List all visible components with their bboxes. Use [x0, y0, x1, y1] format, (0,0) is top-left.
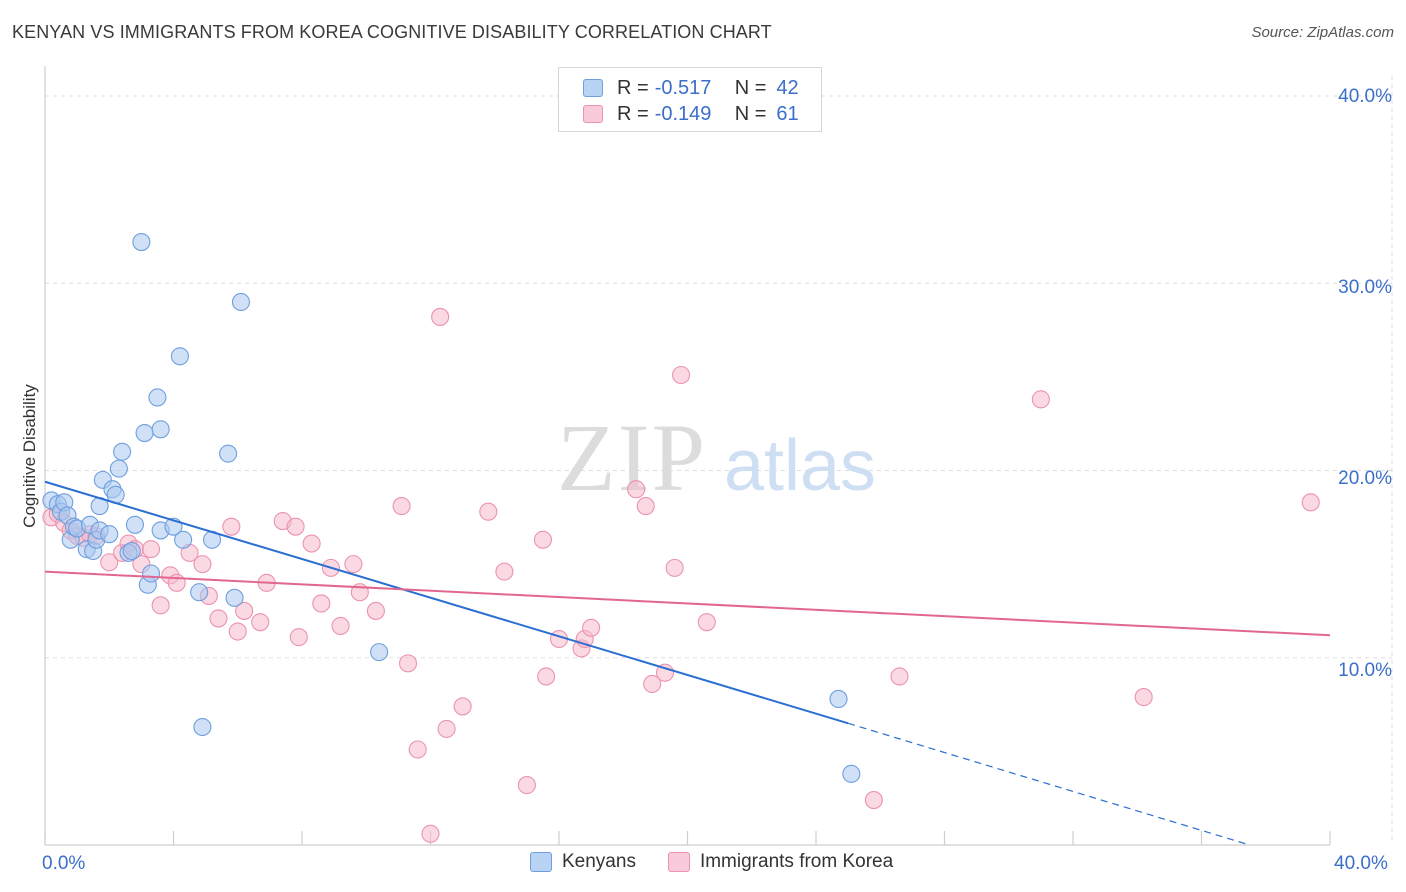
- x-tick-right: 40.0%: [1334, 853, 1388, 874]
- legend-item-korea[interactable]: Immigrants from Korea: [667, 851, 894, 873]
- r-value-korea: -0.149: [654, 102, 712, 125]
- r-label: R =: [617, 76, 649, 99]
- korea-point: [209, 609, 228, 628]
- series-legend: Kenyans Immigrants from Korea: [530, 851, 925, 873]
- series-kenyans-points: [42, 233, 861, 783]
- y-tick-20: 20.0%: [1338, 468, 1392, 489]
- korea-point: [431, 307, 450, 327]
- korea-point: [1134, 688, 1153, 707]
- korea-point: [453, 697, 472, 716]
- korea-point: [235, 601, 254, 620]
- korea-point: [864, 791, 883, 810]
- x-tick-left: 0.0%: [42, 853, 86, 874]
- korea-point: [697, 613, 716, 632]
- y-tick-40: 40.0%: [1338, 86, 1392, 107]
- kenyans-point: [132, 233, 151, 252]
- korea-point: [495, 562, 514, 581]
- y-tick-30: 30.0%: [1338, 277, 1392, 298]
- korea-point: [100, 553, 119, 572]
- korea-point: [1301, 493, 1320, 512]
- kenyans-point: [113, 442, 132, 461]
- legend-row-kenyans: R = -0.517 N = 42: [583, 75, 799, 101]
- korea-point: [1031, 390, 1050, 409]
- korea-point: [251, 613, 270, 632]
- kenyans-point: [231, 292, 251, 312]
- kenyans-point: [135, 423, 154, 443]
- n-label: N =: [734, 76, 767, 99]
- kenyans-point: [170, 347, 189, 366]
- kenyans-point: [190, 583, 209, 602]
- korea-point: [665, 558, 684, 577]
- kenyans-trend-extension: [847, 722, 1250, 846]
- korea-point: [228, 622, 247, 641]
- korea-point: [636, 497, 655, 516]
- korea-point: [517, 776, 536, 795]
- korea-point: [193, 555, 212, 574]
- korea-point: [408, 740, 427, 759]
- kenyans-trend-line: [44, 480, 849, 725]
- korea-point: [398, 654, 418, 673]
- kenyans-point: [148, 388, 167, 407]
- kenyans-point: [122, 541, 141, 561]
- korea-point: [312, 594, 331, 613]
- kenyans-point: [370, 643, 389, 662]
- korea-point: [331, 616, 350, 635]
- n-value-korea: 61: [776, 102, 799, 125]
- kenyans-point: [151, 420, 170, 439]
- korea-point: [537, 667, 556, 686]
- n-value-kenyans: 42: [776, 76, 799, 99]
- chart-title: KENYAN VS IMMIGRANTS FROM KOREA COGNITIV…: [12, 22, 772, 42]
- trend-lines: [44, 480, 1331, 846]
- source-label: Source: ZipAtlas.com: [1251, 24, 1394, 41]
- korea-point: [582, 618, 601, 637]
- kenyans-swatch: [583, 79, 603, 97]
- korea-point: [141, 540, 161, 559]
- korea-point: [421, 824, 440, 843]
- legend-label-kenyans: Kenyans: [562, 851, 636, 872]
- kenyans-point: [109, 459, 128, 478]
- watermark: ZIP atlas: [557, 404, 876, 511]
- korea-swatch: [667, 852, 690, 872]
- korea-point: [533, 530, 552, 549]
- legend-label-korea: Immigrants from Korea: [699, 851, 894, 872]
- gridlines: [45, 76, 1393, 845]
- series-korea-points: [42, 307, 1320, 843]
- korea-point: [890, 667, 909, 686]
- y-tick-10: 10.0%: [1338, 660, 1392, 681]
- kenyans-point: [219, 444, 238, 463]
- korea-point: [344, 555, 363, 574]
- correlation-legend: R = -0.517 N = 42 R = -0.149 N = 61: [558, 67, 822, 132]
- kenyans-point: [174, 530, 193, 549]
- korea-point: [392, 497, 411, 516]
- r-value-kenyans: -0.517: [654, 76, 712, 99]
- legend-row-korea: R = -0.149 N = 61: [583, 101, 799, 127]
- kenyans-point: [100, 525, 119, 544]
- kenyans-swatch: [530, 852, 552, 872]
- korea-point: [479, 502, 498, 521]
- korea-point: [289, 628, 308, 647]
- korea-point: [302, 534, 321, 553]
- korea-point: [437, 719, 456, 738]
- kenyans-point: [225, 588, 244, 607]
- korea-point: [366, 601, 385, 620]
- korea-point: [643, 674, 662, 694]
- korea-trend-line: [44, 570, 1331, 637]
- korea-point: [627, 480, 646, 499]
- legend-item-kenyans[interactable]: Kenyans: [530, 851, 636, 873]
- korea-point: [672, 365, 691, 385]
- kenyans-point: [141, 564, 161, 583]
- kenyans-point: [842, 764, 861, 783]
- kenyans-point: [193, 717, 212, 737]
- y-axis-label: Cognitive Disability: [20, 384, 39, 528]
- korea-swatch: [583, 105, 603, 123]
- n-label: N =: [734, 102, 767, 125]
- watermark-atlas: atlas: [724, 426, 876, 506]
- kenyans-point: [125, 515, 144, 534]
- korea-point: [222, 517, 241, 536]
- kenyans-point: [829, 689, 848, 708]
- r-label: R =: [617, 102, 649, 125]
- korea-point: [151, 596, 170, 615]
- korea-point: [286, 517, 305, 536]
